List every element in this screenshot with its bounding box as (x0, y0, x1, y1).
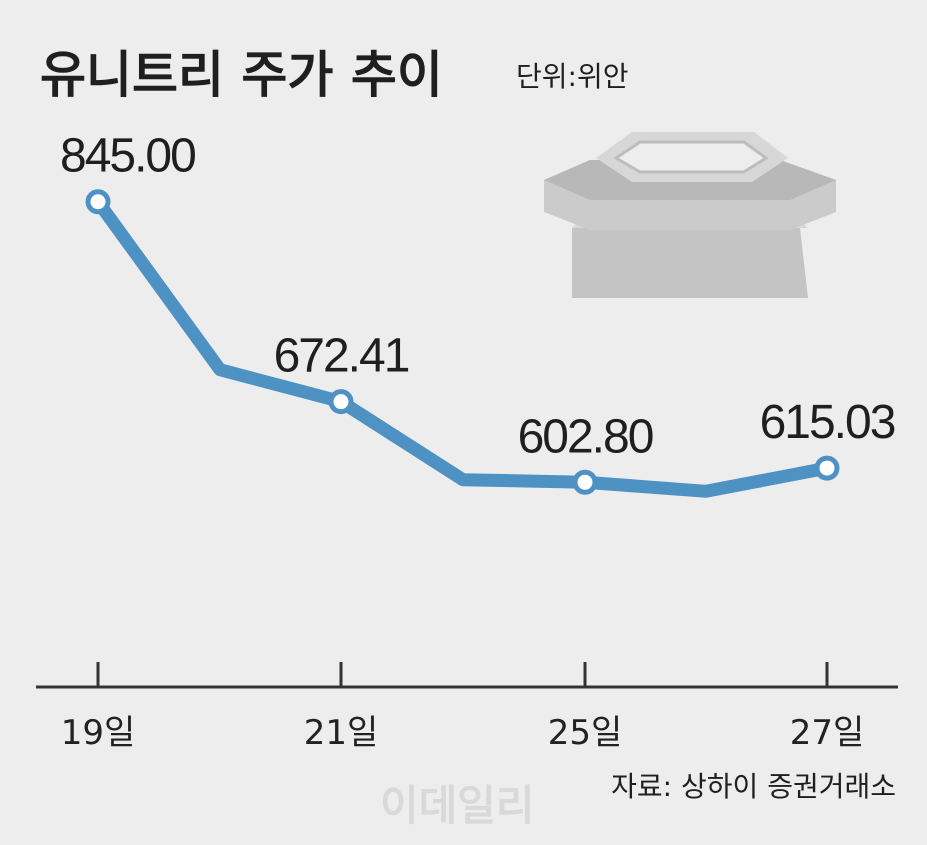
data-label: 672.41 (274, 330, 409, 383)
x-tick-label: 25일 (548, 713, 623, 753)
x-tick-label: 27일 (790, 713, 865, 753)
data-point (572, 469, 598, 495)
unit-label: 단위:위안 (516, 60, 628, 93)
data-point (328, 389, 354, 415)
series-line (92, 197, 829, 498)
data-label: 845.00 (60, 130, 195, 183)
source-note: 자료: 상하이 증권거래소 (611, 770, 896, 803)
data-label: 602.80 (518, 410, 653, 463)
data-point (814, 455, 840, 481)
watermark: 이데일리 (380, 781, 535, 830)
stock-exchange-building-icon (544, 132, 836, 298)
chart-title: 유니트리 주가 추이 (40, 46, 443, 104)
x-tick-label: 21일 (304, 713, 379, 753)
x-tick-label: 19일 (61, 713, 136, 753)
data-point (85, 189, 111, 215)
data-label: 615.03 (760, 396, 895, 449)
